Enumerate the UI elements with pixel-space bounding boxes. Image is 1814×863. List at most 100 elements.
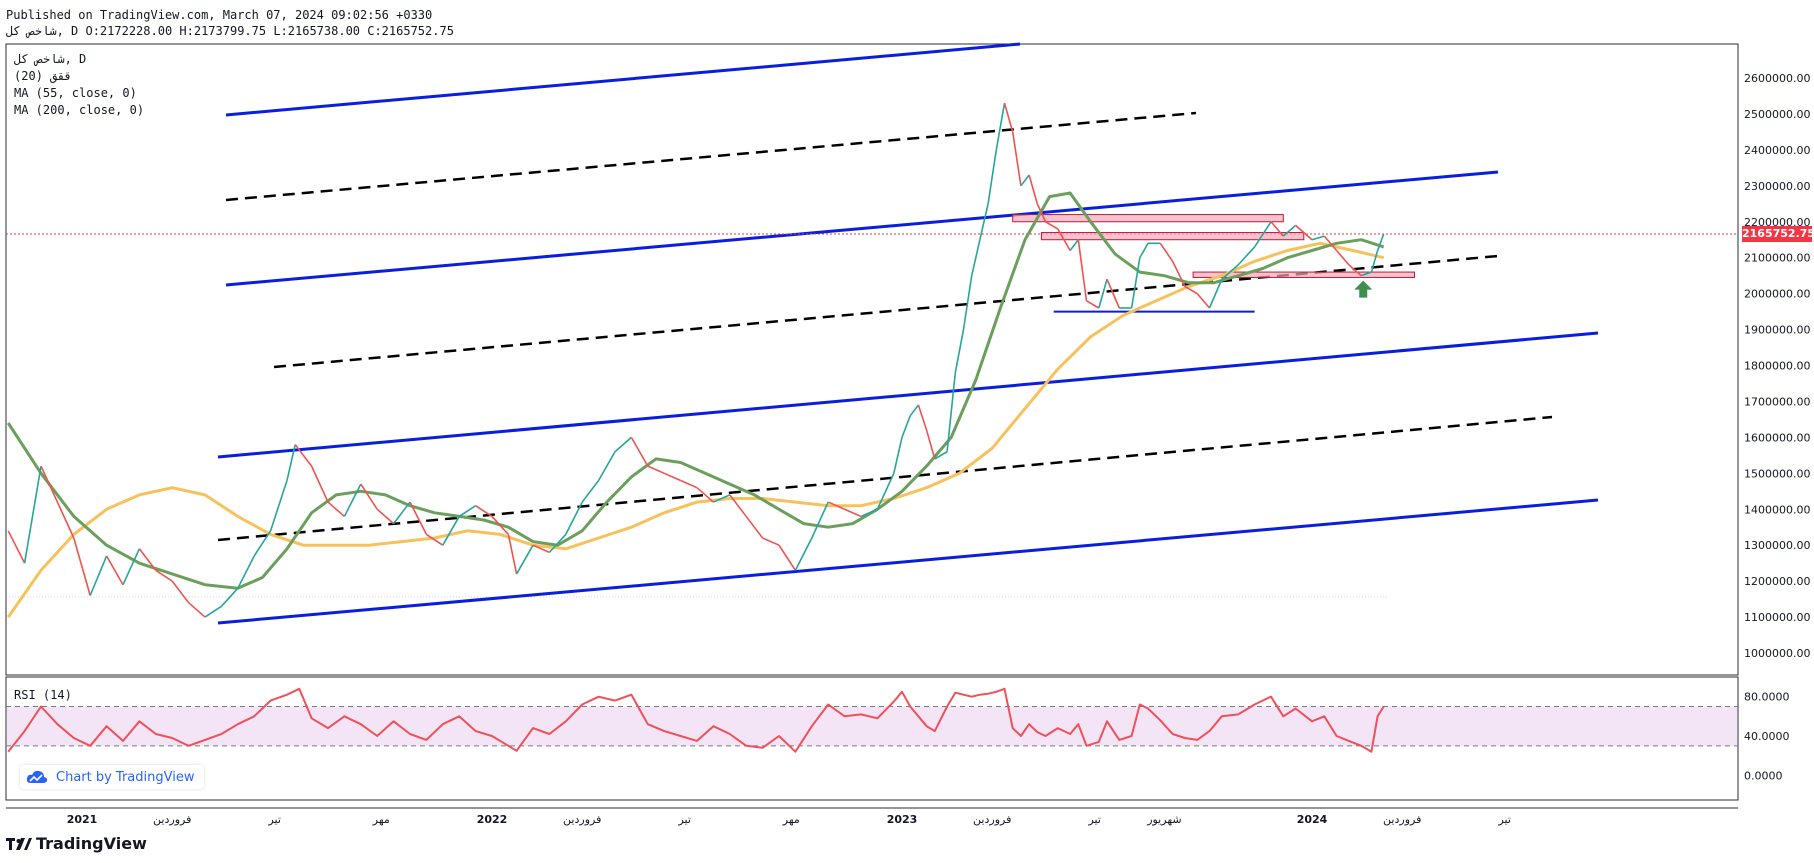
trend-channel-lower-1 (225, 170, 1499, 287)
price-segment (630, 436, 649, 467)
price-segment (475, 504, 493, 518)
price-segment (1045, 221, 1059, 230)
trend-channel-upper-1 (225, 42, 1021, 117)
price-segment (917, 404, 928, 431)
price-segment (1139, 242, 1149, 259)
price-segment (392, 501, 411, 525)
price-segment (237, 555, 255, 589)
trend-channel-upper-2 (217, 331, 1599, 459)
price-segment (458, 504, 477, 518)
price-segment (73, 537, 91, 596)
price-segment (860, 508, 878, 518)
price-segment (40, 465, 59, 503)
main-pane-border (5, 43, 1739, 676)
price-segment (893, 437, 903, 474)
buy-arrow-icon (1354, 280, 1373, 298)
rsi-band (7, 706, 1737, 746)
legend-indicator-20: ققق (20) (14, 69, 72, 83)
price-segment (376, 508, 395, 525)
y-tick-label: 2300000.00 (1744, 180, 1810, 193)
price-segment (491, 515, 509, 535)
price-segment (188, 602, 206, 618)
x-tick-label: فروردین (153, 813, 191, 826)
price-segment (901, 415, 911, 438)
price-segment (56, 501, 75, 539)
price-segment (425, 533, 444, 546)
x-tick-label: تیر (267, 813, 280, 826)
price-segment (565, 501, 583, 535)
price-segment (122, 548, 141, 586)
price-segment (269, 480, 288, 532)
x-tick-label: تیر (677, 813, 690, 826)
price-segment (1098, 279, 1108, 309)
x-tick-label: مهر (782, 813, 800, 826)
trend-channel-lower-2 (217, 498, 1599, 625)
price-segment (970, 239, 981, 276)
y-tick-label: 2500000.00 (1744, 108, 1810, 121)
price-segment (1295, 224, 1313, 241)
price-segment (778, 544, 797, 571)
x-tick-label: 2024 (1297, 813, 1328, 826)
price-segment (1159, 242, 1174, 262)
price-segment (1237, 246, 1256, 266)
x-tick-label: شهریور (1146, 813, 1181, 826)
rsi-line (7, 687, 1385, 753)
tradingview-logo[interactable]: TradingView (6, 834, 147, 853)
y-tick-label: 1100000.00 (1744, 611, 1810, 624)
price-segment (1208, 278, 1223, 309)
rsi-y-tick-label: 40.0000 (1744, 730, 1790, 743)
price-segment (204, 605, 222, 618)
price-segment (1036, 203, 1047, 223)
price-segment (844, 508, 862, 518)
price-segment (1196, 293, 1211, 309)
price-segment (548, 533, 567, 553)
price-segment (1221, 264, 1239, 280)
price-segment (979, 203, 989, 240)
tradingview-logo-icon (6, 837, 32, 850)
price-segment (1020, 174, 1030, 187)
price-segment (876, 472, 895, 510)
tradingview-logo-text: TradingView (36, 834, 147, 853)
price-segment (89, 555, 108, 596)
resistance-zone-1 (1012, 214, 1284, 223)
x-tick-label: فروردین (973, 813, 1011, 826)
price-segment (987, 149, 998, 204)
price-segment (1376, 233, 1385, 251)
y-tick-label: 1700000.00 (1744, 395, 1810, 408)
last-price-badge: 2165752.75 (1742, 226, 1814, 242)
y-tick-label: 1500000.00 (1744, 467, 1810, 480)
price-segment (409, 501, 428, 535)
price-segment (507, 534, 518, 575)
price-segment (954, 329, 965, 373)
price-segment (1323, 235, 1338, 252)
y-tick-label: 1800000.00 (1744, 360, 1810, 373)
price-segment (614, 436, 632, 453)
y-tick-label: 1000000.00 (1744, 647, 1810, 660)
price-segment (105, 555, 124, 586)
price-segment (745, 515, 764, 539)
price-segment (253, 530, 272, 557)
price-segment (1171, 260, 1186, 287)
rsi-label: RSI (14) (14, 688, 72, 702)
price-segment (1077, 239, 1088, 301)
price-segment (220, 587, 239, 607)
price-segment (762, 537, 780, 546)
price-segment (729, 494, 747, 517)
price-segment (811, 501, 829, 539)
x-tick-label: مهر (372, 813, 390, 826)
price-segment (171, 580, 190, 604)
price-segment (7, 530, 26, 564)
price-segment (1335, 249, 1350, 266)
price-segment (1011, 131, 1022, 186)
price-segment (713, 494, 731, 503)
chart-by-tradingview[interactable]: Chart by TradingView (20, 765, 205, 789)
price-segment (962, 275, 973, 330)
dashed-midline-3 (217, 415, 1553, 542)
legend-ma55: MA (55, close, 0) (14, 86, 137, 100)
x-tick-label: فروردین (1383, 813, 1421, 826)
price-segment (360, 483, 378, 510)
y-tick-label: 1900000.00 (1744, 324, 1810, 337)
rsi-y-tick-label: 0.0000 (1744, 769, 1783, 782)
price-segment (1360, 271, 1372, 277)
